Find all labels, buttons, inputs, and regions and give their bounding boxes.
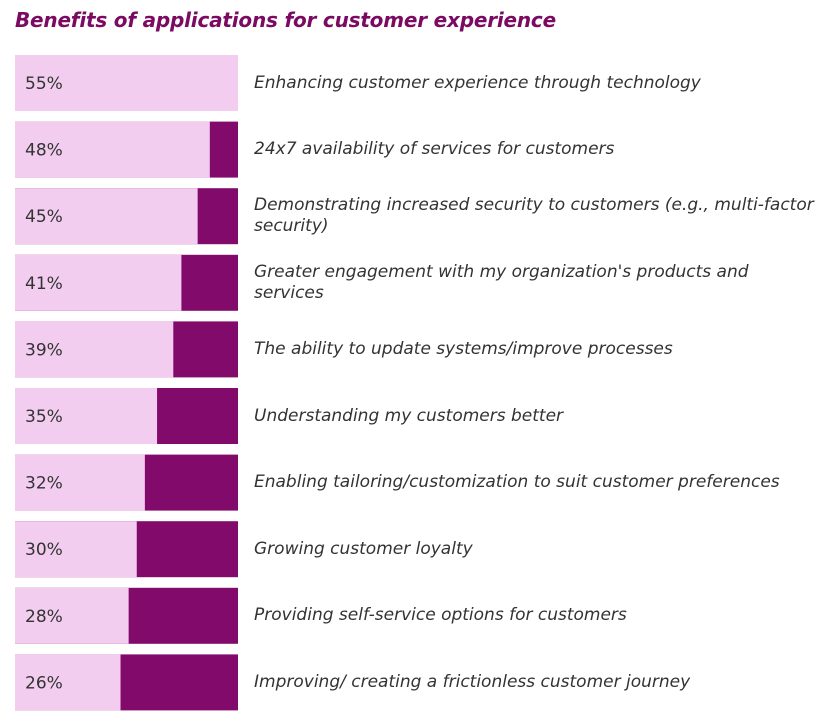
category-label: Growing customer loyalty	[254, 538, 473, 559]
category-label: Enhancing customer experience through te…	[254, 72, 701, 93]
bar	[15, 654, 121, 711]
bar	[15, 188, 198, 245]
bar	[15, 587, 129, 644]
data-label: 30%	[25, 540, 63, 560]
category-label: 24x7 availability of services for custom…	[254, 139, 615, 160]
data-label: 41%	[25, 274, 63, 294]
data-label: 48%	[25, 141, 63, 161]
bar	[15, 388, 158, 444]
category-label: Greater engagement with my organization'…	[254, 261, 749, 303]
category-label: Improving/ creating a frictionless custo…	[254, 671, 691, 692]
data-label: 55%	[25, 74, 63, 94]
data-label: 26%	[25, 673, 63, 693]
data-label: 35%	[25, 407, 63, 427]
data-label: 28%	[25, 607, 63, 627]
category-label: Enabling tailoring/customization to suit…	[254, 472, 780, 493]
data-label: 32%	[25, 474, 63, 494]
bar	[15, 55, 238, 111]
category-label: Demonstrating increased security to cust…	[254, 195, 814, 237]
bar	[15, 454, 145, 511]
data-label: 39%	[25, 340, 63, 360]
category-label: Understanding my customers better	[254, 405, 564, 426]
data-label: 45%	[25, 207, 63, 227]
category-label: Providing self-service options for custo…	[254, 605, 627, 626]
bar	[15, 254, 182, 311]
category-label: The ability to update systems/improve pr…	[254, 338, 673, 359]
bar	[15, 521, 137, 578]
bar	[15, 121, 210, 178]
chart-title: Benefits of applications for customer ex…	[15, 8, 556, 32]
bar	[15, 321, 174, 378]
